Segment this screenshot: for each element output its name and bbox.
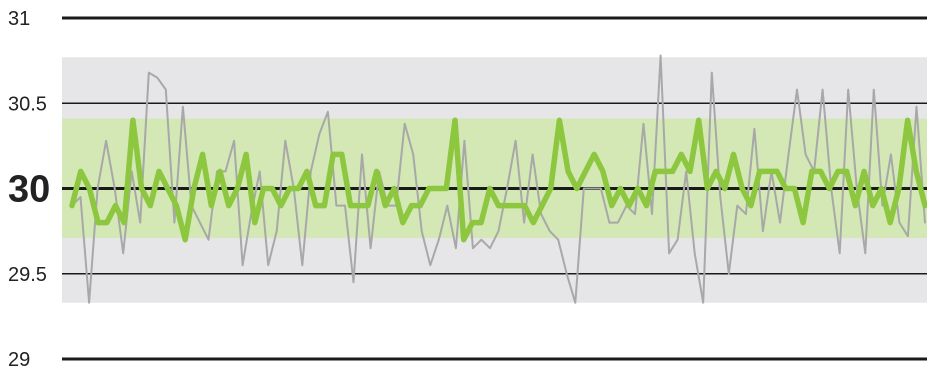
y-tick-label-30-5: 30.5 — [8, 93, 47, 115]
y-tick-label-29: 29 — [8, 349, 30, 371]
y-tick-label-30: 30 — [8, 169, 50, 211]
y-tick-label-layer: 31 30.5 30 29.5 29 — [8, 8, 50, 371]
series-layer — [69, 54, 927, 304]
y-tick-label-29-5: 29.5 — [8, 264, 47, 286]
range-band-inner — [62, 118, 927, 238]
y-tick-label-31: 31 — [8, 8, 30, 30]
smoothed-series-line — [69, 117, 927, 243]
